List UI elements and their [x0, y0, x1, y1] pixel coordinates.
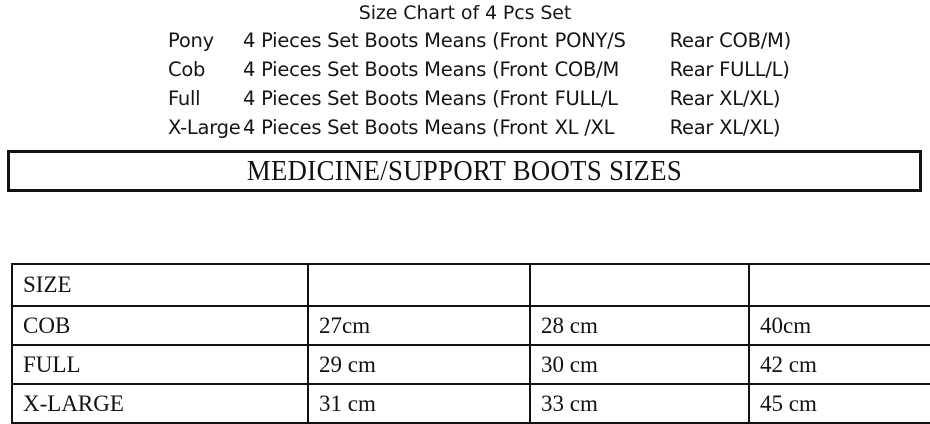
intro-rear-size: Rear XL/XL) — [669, 87, 781, 110]
intro-description: 4 Pieces Set Boots Means (Front — [243, 58, 548, 81]
intro-rear-size: Rear COB/M) — [669, 29, 792, 52]
intro-size-label: Cob — [168, 58, 206, 81]
intro-description: 4 Pieces Set Boots Means (Front — [243, 87, 548, 110]
intro-text-block: Size Chart of 4 Pcs Set Pony 4 Pieces Se… — [0, 0, 930, 142]
table-header-cell-3 — [748, 263, 930, 307]
table-cell-value: 29 cm — [307, 344, 531, 385]
table-header-cell-1 — [307, 263, 531, 307]
table-cell-value: 33 cm — [529, 383, 750, 424]
table-cell-value: 30 cm — [529, 344, 750, 385]
intro-description: 4 Pieces Set Boots Means (Front — [243, 116, 548, 139]
table-header-cell-2 — [529, 263, 750, 307]
table-cell-value: 45 cm — [748, 383, 930, 424]
table-cell-size: X-LARGE — [11, 383, 309, 424]
intro-size-label: X-Large — [168, 116, 241, 139]
banner-title: MEDICINE/SUPPORT BOOTS SIZES — [246, 155, 683, 187]
intro-front-size: PONY/S — [554, 29, 626, 52]
intro-front-size: XL /XL — [554, 116, 615, 139]
table-header-row: SIZE — [11, 263, 930, 307]
intro-size-label: Full — [168, 87, 201, 110]
intro-row: Pony 4 Pieces Set Boots Means (Front PON… — [0, 26, 930, 55]
intro-description: 4 Pieces Set Boots Means (Front — [243, 29, 548, 52]
size-table: SIZE COB 27cm 28 cm 40cm FULL 29 cm 30 c… — [11, 263, 930, 424]
page-title: Size Chart of 4 Pcs Set — [358, 2, 572, 24]
intro-size-label: Pony — [168, 29, 214, 52]
table-row: COB 27cm 28 cm 40cm — [11, 305, 930, 346]
table-cell-value: 42 cm — [748, 344, 930, 385]
table-row: FULL 29 cm 30 cm 42 cm — [11, 344, 930, 385]
table-header-cell-size: SIZE — [11, 263, 309, 307]
intro-front-size: COB/M — [554, 58, 620, 81]
intro-row: X-Large 4 Pieces Set Boots Means (Front … — [0, 113, 930, 142]
table-cell-size: COB — [11, 305, 309, 346]
intro-rear-size: Rear FULL/L) — [669, 58, 790, 81]
table-row: X-LARGE 31 cm 33 cm 45 cm — [11, 383, 930, 424]
table-cell-value: 28 cm — [529, 305, 750, 346]
intro-front-size: FULL/L — [554, 87, 618, 110]
intro-rear-size: Rear XL/XL) — [669, 116, 781, 139]
table-cell-value: 31 cm — [307, 383, 531, 424]
table-cell-value: 27cm — [307, 305, 531, 346]
banner-box: MEDICINE/SUPPORT BOOTS SIZES — [7, 150, 922, 192]
intro-row: Cob 4 Pieces Set Boots Means (Front COB/… — [0, 55, 930, 84]
table-cell-value: 40cm — [748, 305, 930, 346]
table-cell-size: FULL — [11, 344, 309, 385]
intro-row: Full 4 Pieces Set Boots Means (Front FUL… — [0, 84, 930, 113]
